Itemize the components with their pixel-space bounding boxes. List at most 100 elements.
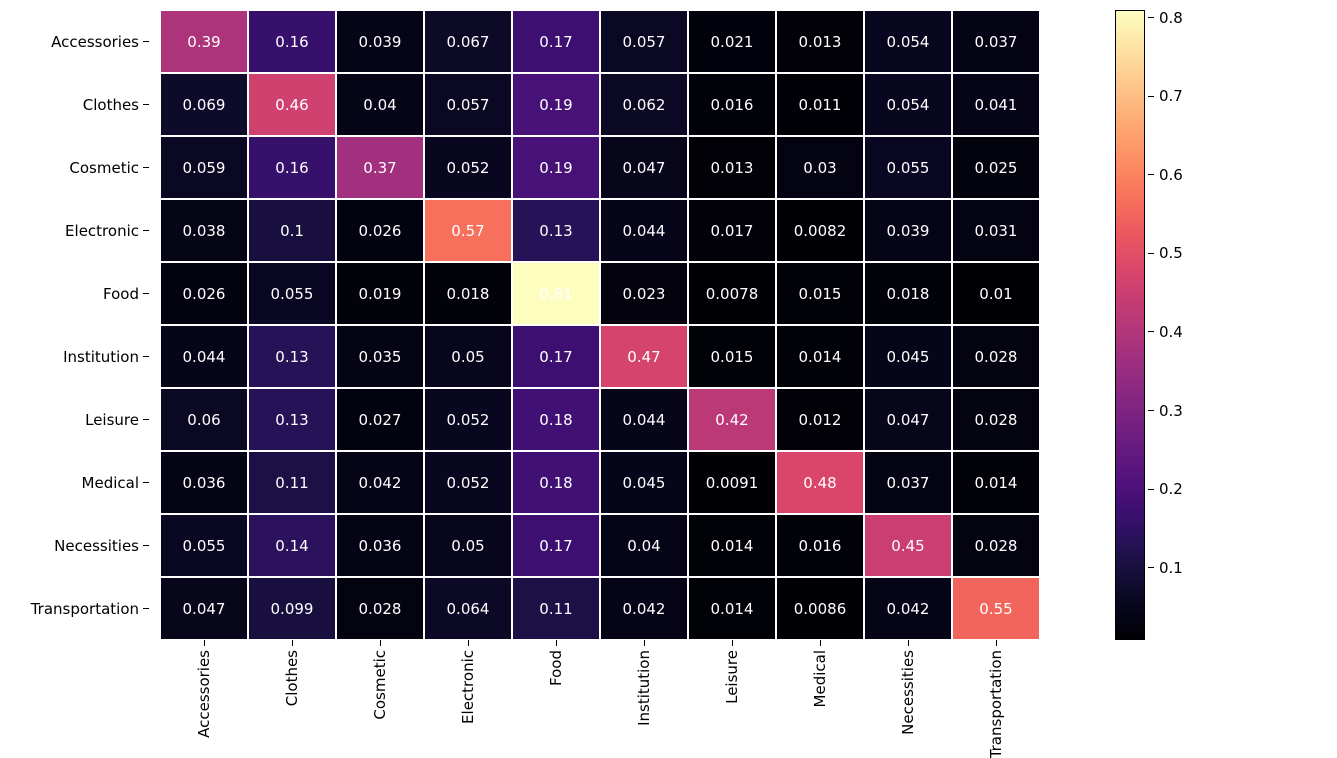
cell-value: 0.47 xyxy=(627,348,660,366)
x-tick-mark xyxy=(556,640,557,646)
cell-value: 0.013 xyxy=(799,33,842,51)
cell-value: 0.055 xyxy=(183,537,226,555)
cell-value: 0.05 xyxy=(451,537,484,555)
cell-value: 0.057 xyxy=(447,96,490,114)
cell-value: 0.18 xyxy=(539,411,572,429)
heatmap-cell: 0.023 xyxy=(600,262,688,325)
heatmap-cell: 0.025 xyxy=(952,136,1040,199)
cell-value: 0.11 xyxy=(539,600,572,618)
heatmap-cell: 0.045 xyxy=(600,451,688,514)
heatmap-cell: 0.019 xyxy=(336,262,424,325)
heatmap-cell: 0.055 xyxy=(864,136,952,199)
cell-value: 0.57 xyxy=(451,222,484,240)
cell-value: 0.13 xyxy=(539,222,572,240)
heatmap-cell: 0.044 xyxy=(160,325,248,388)
cell-value: 0.069 xyxy=(183,96,226,114)
cell-value: 0.028 xyxy=(359,600,402,618)
cell-value: 0.013 xyxy=(711,159,754,177)
heatmap-cell: 0.13 xyxy=(512,199,600,262)
y-tick-text: Medical xyxy=(82,474,139,492)
heatmap-cell: 0.011 xyxy=(776,73,864,136)
y-tick-text: Food xyxy=(103,285,139,303)
heatmap-cell: 0.099 xyxy=(248,577,336,640)
heatmap-cell: 0.047 xyxy=(864,388,952,451)
y-tick-label: Electronic xyxy=(0,199,155,262)
cell-value: 0.039 xyxy=(359,33,402,51)
heatmap-cell: 0.026 xyxy=(160,262,248,325)
cell-value: 0.05 xyxy=(451,348,484,366)
heatmap-cell: 0.042 xyxy=(336,451,424,514)
heatmap-cell: 0.013 xyxy=(776,10,864,73)
heatmap-cell: 0.13 xyxy=(248,325,336,388)
cell-value: 0.015 xyxy=(711,348,754,366)
y-tick-label: Accessories xyxy=(0,10,155,73)
heatmap-cell: 0.052 xyxy=(424,451,512,514)
x-tick-mark xyxy=(908,640,909,646)
heatmap-cell: 0.01 xyxy=(952,262,1040,325)
cell-value: 0.027 xyxy=(359,411,402,429)
x-tick: Cosmetic xyxy=(336,642,424,758)
cell-value: 0.016 xyxy=(711,96,754,114)
heatmap-cell: 0.067 xyxy=(424,10,512,73)
y-axis-labels: AccessoriesClothesCosmeticElectronicFood… xyxy=(0,10,155,640)
cell-value: 0.19 xyxy=(539,159,572,177)
heatmap-cell: 0.014 xyxy=(688,514,776,577)
y-tick-text: Necessities xyxy=(54,537,139,555)
heatmap-cell: 0.46 xyxy=(248,73,336,136)
y-tick-label: Clothes xyxy=(0,73,155,136)
colorbar-tick-label: 0.1 xyxy=(1159,559,1183,577)
heatmap-cell: 0.037 xyxy=(864,451,952,514)
x-tick-label: Accessories xyxy=(195,650,213,738)
heatmap-cell: 0.014 xyxy=(688,577,776,640)
heatmap-cell: 0.37 xyxy=(336,136,424,199)
heatmap-cell: 0.015 xyxy=(688,325,776,388)
colorbar-tick-label: 0.6 xyxy=(1159,166,1183,184)
cell-value: 0.019 xyxy=(359,285,402,303)
colorbar-tick: 0.6 xyxy=(1148,166,1183,184)
cell-value: 0.039 xyxy=(887,222,930,240)
heatmap-cell: 0.17 xyxy=(512,325,600,388)
colorbar-tick: 0.5 xyxy=(1148,244,1183,262)
heatmap-cell: 0.054 xyxy=(864,73,952,136)
heatmap-cell: 0.057 xyxy=(600,10,688,73)
cell-value: 0.062 xyxy=(623,96,666,114)
heatmap-cell: 0.57 xyxy=(424,199,512,262)
heatmap-cell: 0.14 xyxy=(248,514,336,577)
heatmap-cell: 0.05 xyxy=(424,325,512,388)
x-tick-label: Clothes xyxy=(283,650,301,706)
x-tick-label: Transportation xyxy=(987,650,1005,758)
x-tick-mark xyxy=(292,640,293,646)
cell-value: 0.067 xyxy=(447,33,490,51)
cell-value: 0.17 xyxy=(539,348,572,366)
heatmap-cell: 0.054 xyxy=(864,10,952,73)
x-axis-labels: AccessoriesClothesCosmeticElectronicFood… xyxy=(160,642,1040,742)
heatmap-cell: 0.047 xyxy=(600,136,688,199)
heatmap-cell: 0.047 xyxy=(160,577,248,640)
cell-value: 0.037 xyxy=(975,33,1018,51)
heatmap-cell: 0.42 xyxy=(688,388,776,451)
heatmap-cell: 0.057 xyxy=(424,73,512,136)
cell-value: 0.03 xyxy=(803,159,836,177)
cell-value: 0.059 xyxy=(183,159,226,177)
heatmap-cell: 0.028 xyxy=(952,325,1040,388)
y-tick-label: Medical xyxy=(0,451,155,514)
y-tick-label: Transportation xyxy=(0,577,155,640)
cell-value: 0.19 xyxy=(539,96,572,114)
heatmap-cell: 0.021 xyxy=(688,10,776,73)
heatmap-cell: 0.059 xyxy=(160,136,248,199)
y-tick-text: Leisure xyxy=(85,411,139,429)
cell-value: 0.036 xyxy=(183,474,226,492)
cell-value: 0.014 xyxy=(799,348,842,366)
cell-value: 0.39 xyxy=(187,33,220,51)
heatmap-cell: 0.16 xyxy=(248,136,336,199)
heatmap-cell: 0.04 xyxy=(336,73,424,136)
cell-value: 0.0091 xyxy=(706,474,759,492)
heatmap-cell: 0.47 xyxy=(600,325,688,388)
heatmap-cell: 0.028 xyxy=(336,577,424,640)
y-tick-label: Institution xyxy=(0,325,155,388)
heatmap-cell: 0.1 xyxy=(248,199,336,262)
y-tick-text: Accessories xyxy=(51,33,139,51)
heatmap-chart: 0.390.160.0390.0670.170.0570.0210.0130.0… xyxy=(160,10,1040,640)
heatmap-cell: 0.035 xyxy=(336,325,424,388)
x-tick-mark xyxy=(380,640,381,646)
